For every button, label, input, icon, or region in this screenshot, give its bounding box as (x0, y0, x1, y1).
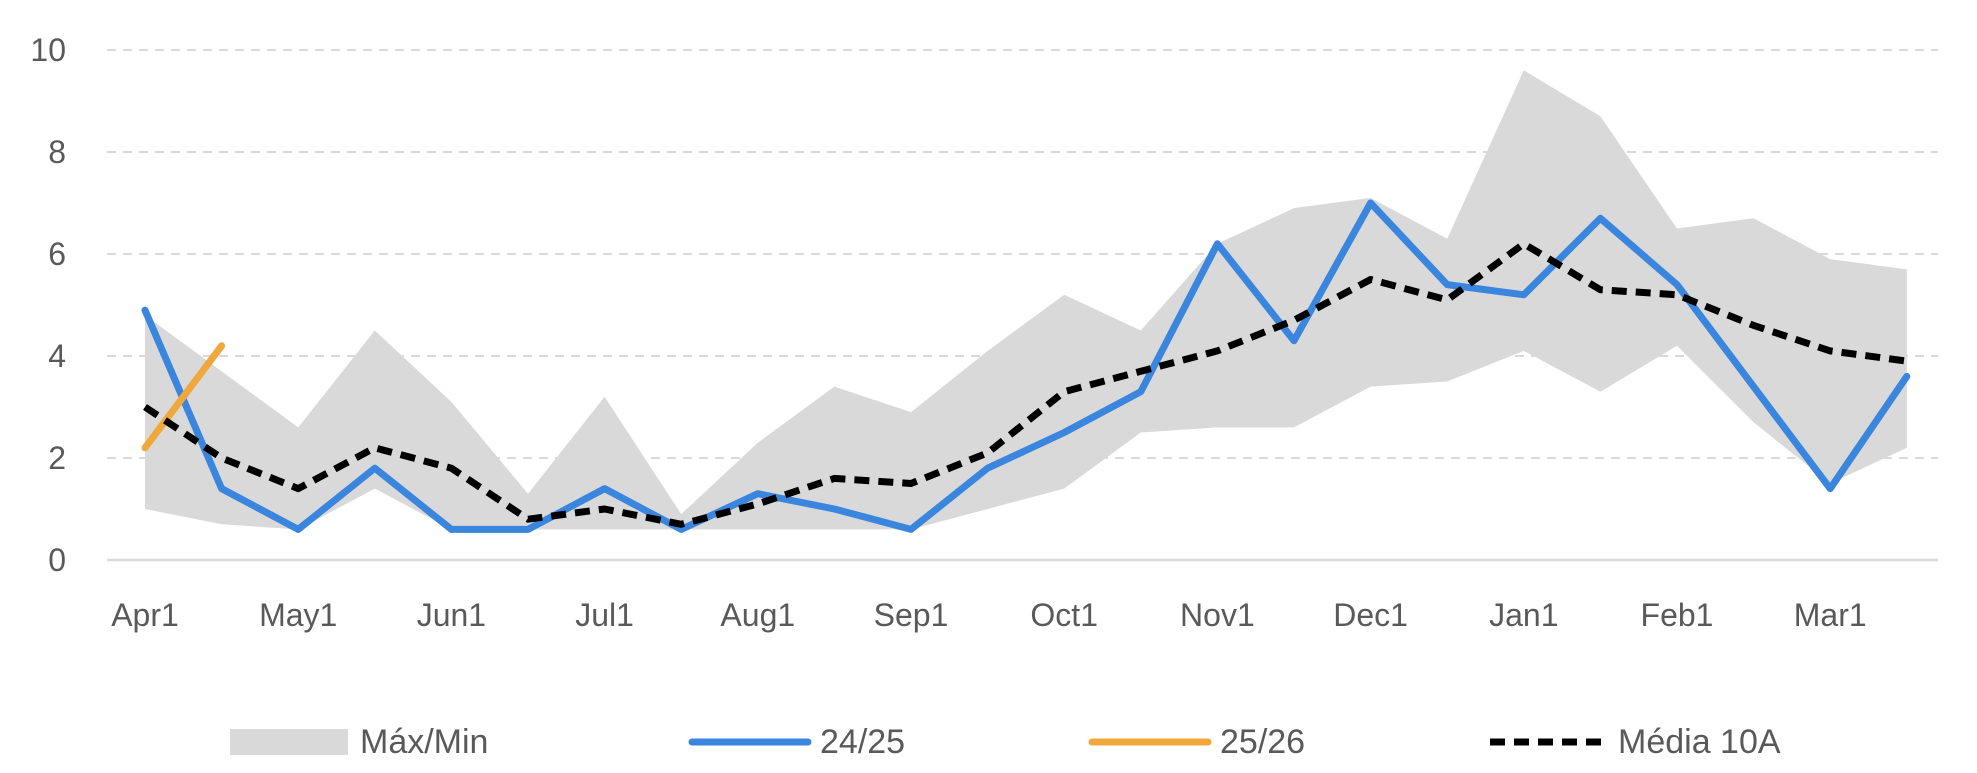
x-tick-label: Oct1 (1030, 597, 1098, 633)
x-tick-label: Nov1 (1180, 597, 1255, 633)
legend-label: Média 10A (1618, 723, 1781, 761)
legend-label: 24/25 (820, 723, 905, 761)
x-tick-label: Dec1 (1333, 597, 1408, 633)
x-tick-label: Jun1 (417, 597, 486, 633)
x-tick-label: Jan1 (1489, 597, 1558, 633)
y-tick-label: 10 (30, 32, 66, 68)
max-min-band (145, 70, 1907, 530)
series-line-0 (141, 199, 1911, 533)
y-tick-label: 8 (48, 134, 66, 170)
y-tick-label: 0 (48, 542, 66, 578)
x-tick-label: Mar1 (1794, 597, 1867, 633)
legend-label: 25/26 (1220, 723, 1305, 761)
x-tick-label: Jul1 (575, 597, 634, 633)
legend: Máx/Min 24/25 25/26 Média 10A (230, 723, 1781, 761)
x-tick-label: May1 (259, 597, 337, 633)
legend-swatch-band (230, 729, 348, 755)
y-tick-label: 6 (48, 236, 66, 272)
x-tick-label: Apr1 (111, 597, 179, 633)
y-tick-label: 4 (48, 338, 66, 374)
y-tick-label: 2 (48, 440, 66, 476)
series-line-2 (143, 240, 1908, 528)
x-tick-label: Feb1 (1641, 597, 1714, 633)
x-tick-label: Sep1 (874, 597, 949, 633)
x-tick-label: Aug1 (720, 597, 795, 633)
legend-label: Máx/Min (360, 723, 488, 761)
series-line-1 (141, 342, 226, 452)
